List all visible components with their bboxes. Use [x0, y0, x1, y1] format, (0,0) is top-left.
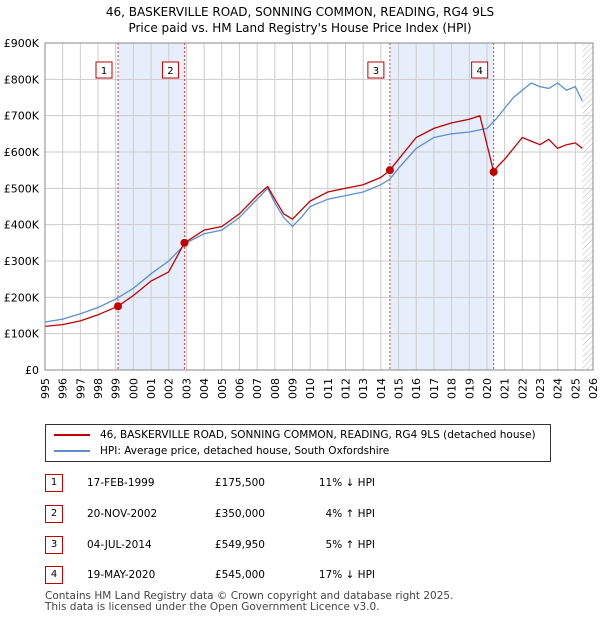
- x-tick-label: 2006: [233, 378, 246, 400]
- x-tick-label: 2014: [375, 378, 388, 400]
- x-tick-label: 2013: [357, 378, 370, 400]
- hpi-line: [44, 82, 583, 323]
- sale-price: £549,950: [214, 539, 265, 551]
- y-tick-label: £300K: [4, 255, 40, 268]
- x-tick-label: 2000: [127, 378, 140, 400]
- y-tick-label: £600K: [4, 146, 40, 159]
- x-tick-label: 2007: [251, 378, 264, 400]
- x-tick-label: 2016: [410, 378, 423, 400]
- x-tick-label: 1996: [57, 378, 70, 400]
- sale-hpi-diff: 17% ↓ HPI: [318, 569, 375, 581]
- legend-label-hpi: HPI: Average price, detached house, Sout…: [100, 445, 390, 457]
- sale-label-2: 2: [167, 66, 173, 77]
- y-tick-label: £800K: [4, 73, 40, 86]
- sale-price: £175,500: [214, 477, 265, 489]
- x-tick-label: 2012: [340, 378, 353, 400]
- legend-label-property: 46, BASKERVILLE ROAD, SONNING COMMON, RE…: [100, 429, 536, 441]
- sale-label-box-4: [471, 61, 489, 79]
- sale-point-3: [385, 166, 394, 175]
- sale-marker-2: 2: [45, 505, 63, 523]
- x-tick-label: 1997: [74, 378, 87, 400]
- x-tick-label: 2022: [516, 378, 529, 400]
- y-tick-label: £100K: [4, 328, 40, 341]
- x-tick-label: 2019: [463, 378, 476, 400]
- x-tick-label: 1999: [110, 378, 123, 400]
- sale-point-1: [114, 302, 123, 311]
- sale-label-box-1: [95, 61, 113, 79]
- y-tick-label: £0: [25, 364, 39, 377]
- x-tick-label: 2005: [216, 378, 229, 400]
- x-tick-label: 2008: [269, 378, 282, 400]
- sale-date: 17-FEB-1999: [87, 477, 155, 489]
- property-line: [44, 114, 583, 328]
- sale-point-4: [489, 167, 498, 176]
- y-tick-label: £900K: [4, 37, 40, 50]
- y-tick-label: £200K: [4, 291, 40, 304]
- sale-price: £545,000: [214, 569, 265, 581]
- y-tick-label: £500K: [4, 182, 40, 195]
- sale-marker-1: 1: [45, 474, 63, 492]
- x-tick-label: 2010: [304, 378, 317, 400]
- sale-point-2: [180, 238, 189, 247]
- sale-label-box-3: [367, 61, 385, 79]
- sale-date: 20-NOV-2002: [87, 508, 158, 520]
- sale-label-1: 1: [101, 66, 107, 77]
- price-chart: 1 2 3 4 £0 £100K £200K £300K £400K £500K £600K £700…: [4, 37, 600, 400]
- chart-subtitle: Price paid vs. HM Land Registry's House …: [128, 21, 472, 35]
- sale-label-box-2: [161, 61, 179, 79]
- sale-label-3: 3: [373, 66, 379, 77]
- x-tick-label: 2021: [499, 378, 512, 400]
- sale-date: 04-JUL-2014: [87, 539, 152, 551]
- x-tick-label: 2017: [428, 378, 441, 400]
- footer-licence: This data is licensed under the Open Gov…: [45, 601, 380, 613]
- x-tick-label: 1998: [92, 378, 105, 400]
- sale-marker-3: 3: [45, 536, 63, 554]
- y-tick-label: £400K: [4, 219, 40, 232]
- sale-hpi-diff: 11% ↓ HPI: [318, 477, 375, 489]
- x-tick-label: 2011: [322, 378, 335, 400]
- sale-price: £350,000: [214, 508, 265, 520]
- x-tick-label: 2002: [163, 378, 176, 400]
- sale-marker-4: 4: [45, 566, 63, 584]
- x-tick-label: 2026: [587, 378, 600, 400]
- sale-hpi-diff: 4% ↑ HPI: [325, 508, 375, 520]
- sale-date: 19-MAY-2020: [87, 569, 156, 581]
- x-tick-label: 2015: [393, 378, 406, 400]
- x-tick-label: 2004: [198, 378, 211, 400]
- chart-title: 46, BASKERVILLE ROAD, SONNING COMMON, RE…: [105, 5, 495, 19]
- x-tick-label: 2018: [446, 378, 459, 400]
- x-tick-label: 2001: [145, 378, 158, 400]
- y-tick-label: £700K: [4, 110, 40, 123]
- shaded-range-2: [389, 43, 494, 370]
- legend-swatch-hpi: [54, 450, 90, 452]
- sale-hpi-diff: 5% ↑ HPI: [325, 539, 375, 551]
- legend-swatch-property: [54, 434, 90, 436]
- footer-copyright: Contains HM Land Registry data © Crown c…: [45, 590, 454, 602]
- x-tick-label: 2025: [569, 378, 582, 400]
- x-tick-label: 2020: [481, 378, 494, 400]
- x-tick-label: 2009: [286, 378, 299, 400]
- legend: 46, BASKERVILLE ROAD, SONNING COMMON, RE…: [45, 424, 551, 462]
- x-tick-label: 2024: [552, 378, 565, 400]
- x-tick-label: 2023: [534, 378, 547, 400]
- plot-frame: [44, 42, 594, 371]
- forecast-hatch: [582, 43, 593, 370]
- sale-label-4: 4: [476, 66, 482, 77]
- x-tick-label: 1995: [39, 378, 52, 400]
- x-tick-label: 2003: [180, 378, 193, 400]
